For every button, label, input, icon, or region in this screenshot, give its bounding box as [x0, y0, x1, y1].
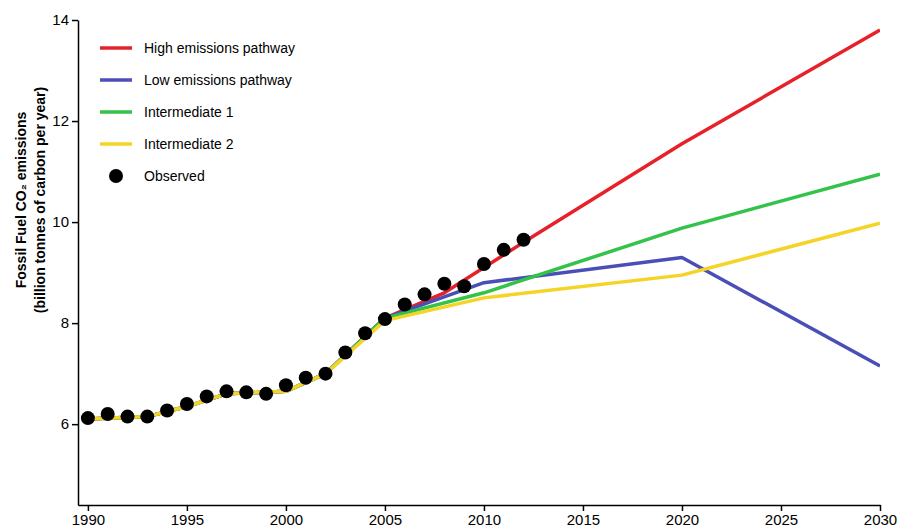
chart: 1990 1995 2000 2005 2010 2015 2020 2025 2030 6 8 10…	[0, 0, 902, 528]
x-axis: 1990 1995 2000 2005 2010 2015 2020 2025 2030	[72, 505, 897, 528]
x-tick: 2010	[468, 505, 501, 528]
data-point	[200, 389, 214, 403]
y-axis: 6 8 10 12 14	[52, 11, 78, 505]
series-line	[88, 257, 880, 419]
series-line	[88, 30, 880, 419]
plot-area	[81, 30, 880, 425]
data-point	[160, 404, 174, 418]
legend-item: High emissions pathway	[100, 40, 295, 56]
legend-label: Low emissions pathway	[144, 72, 292, 88]
data-point	[140, 410, 154, 424]
y-tick-label: 14	[52, 11, 69, 28]
x-tick: 2030	[864, 505, 897, 528]
legend-swatch	[100, 46, 132, 50]
data-point	[378, 312, 392, 326]
legend-label: High emissions pathway	[144, 40, 295, 56]
x-tick: 2015	[567, 505, 600, 528]
legend-swatch	[100, 110, 132, 114]
legend-swatch	[100, 142, 132, 146]
data-point	[299, 371, 313, 385]
y-tick-mark	[72, 121, 78, 123]
data-point	[259, 387, 273, 401]
data-point	[517, 233, 531, 247]
data-point	[477, 257, 491, 271]
data-point	[497, 243, 511, 257]
legend-label: Intermediate 1	[144, 104, 234, 120]
data-point	[180, 397, 194, 411]
series-line	[88, 174, 880, 419]
x-tick: 1990	[72, 505, 105, 528]
legend-item: Low emissions pathway	[100, 72, 292, 88]
x-tick: 2000	[270, 505, 303, 528]
y-tick: 12	[52, 112, 78, 129]
data-point	[239, 385, 253, 399]
legend-swatch	[109, 169, 123, 183]
data-point	[81, 411, 95, 425]
x-tick-label: 2020	[666, 511, 699, 528]
y-tick-mark	[72, 424, 78, 426]
y-tick-label: 8	[61, 314, 69, 331]
data-point	[121, 410, 135, 424]
legend-label: Intermediate 2	[144, 136, 234, 152]
x-tick-label: 2010	[468, 511, 501, 528]
y-tick-label: 12	[52, 112, 69, 129]
x-tick: 1995	[171, 505, 204, 528]
data-point	[418, 287, 432, 301]
legend-item: Observed	[109, 168, 205, 184]
y-tick-mark	[72, 222, 78, 224]
y-tick: 6	[61, 415, 78, 432]
y-tick-mark	[72, 20, 78, 22]
y-axis-line	[78, 21, 80, 506]
legend-label: Observed	[144, 168, 205, 184]
legend-item: Intermediate 1	[100, 104, 234, 120]
x-tick-label: 2000	[270, 511, 303, 528]
data-point	[338, 345, 352, 359]
x-tick-label: 2025	[765, 511, 798, 528]
data-point	[457, 279, 471, 293]
data-point	[220, 384, 234, 398]
data-point	[319, 367, 333, 381]
data-point	[358, 326, 372, 340]
y-axis-title: Fossil Fuel CO₂ emissions	[13, 111, 29, 288]
data-point	[437, 277, 451, 291]
y-tick: 14	[52, 11, 78, 28]
y-tick-mark	[72, 323, 78, 325]
x-tick: 2025	[765, 505, 798, 528]
y-tick-label: 10	[52, 213, 69, 230]
x-tick: 2020	[666, 505, 699, 528]
x-tick-label: 1995	[171, 511, 204, 528]
y-tick-label: 6	[61, 415, 69, 432]
x-tick-label: 2005	[369, 511, 402, 528]
x-tick: 2005	[369, 505, 402, 528]
y-tick: 10	[52, 213, 78, 230]
data-point	[279, 378, 293, 392]
data-point	[398, 297, 412, 311]
x-axis-line	[79, 505, 881, 507]
series-line	[88, 223, 880, 419]
y-tick: 8	[61, 314, 78, 331]
legend: High emissions pathway Low emissions path…	[100, 40, 295, 184]
x-tick-label: 1990	[72, 511, 105, 528]
y-axis-title: (billion tonnes of carbon per year)	[32, 87, 48, 313]
legend-item: Intermediate 2	[100, 136, 234, 152]
x-tick-label: 2030	[864, 511, 897, 528]
x-tick-label: 2015	[567, 511, 600, 528]
data-point	[101, 407, 115, 421]
legend-swatch	[100, 78, 132, 82]
